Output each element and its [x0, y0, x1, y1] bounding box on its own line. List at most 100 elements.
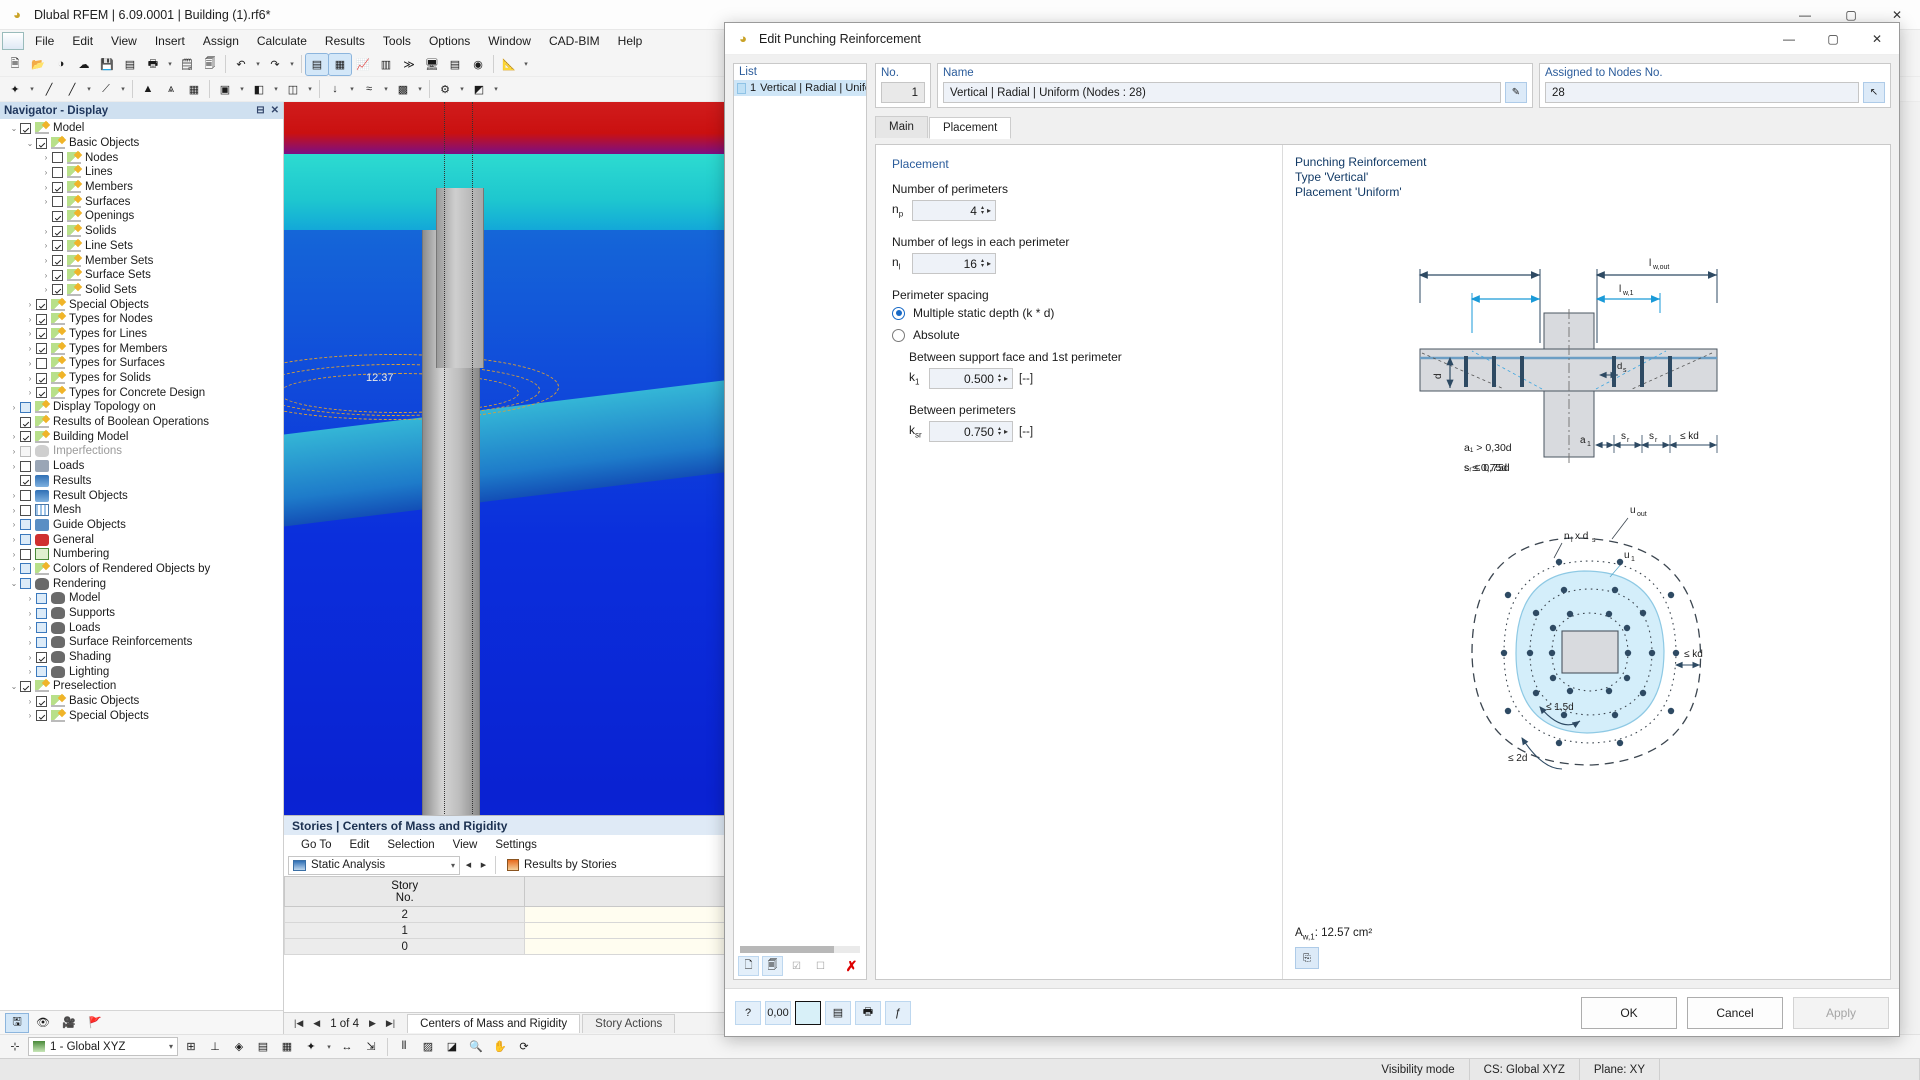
navigator-item-types-for-lines[interactable]: › Types for Lines: [0, 327, 283, 342]
apply-button[interactable]: Apply: [1793, 996, 1889, 1029]
tab-placement[interactable]: Placement: [928, 117, 1012, 139]
node-icon[interactable]: ✦: [10, 83, 20, 96]
imperfection-icon-tb[interactable]: ≈: [365, 83, 373, 95]
num-legs-next-icon[interactable]: ▸: [986, 259, 991, 268]
chevron-right-icon[interactable]: ›: [44, 182, 48, 192]
navigator-item-surface-reinforcements[interactable]: › Surface Reinforcements: [0, 635, 283, 650]
chevron-right-icon[interactable]: ›: [28, 608, 32, 618]
navigator-item-loads[interactable]: › Loads: [0, 459, 283, 474]
results-dropdown-icon[interactable]: ▾: [524, 61, 528, 68]
help-icon[interactable]: ?: [735, 1000, 761, 1025]
radio-multiple-static-depth[interactable]: Multiple static depth (k * d): [892, 306, 1266, 320]
pick-cursor-icon[interactable]: ↖: [1863, 82, 1885, 103]
line-support-icon[interactable]: ⩓: [167, 82, 175, 95]
surface-dropdown-icon[interactable]: ▾: [274, 86, 278, 93]
zoom-icon[interactable]: 🔍: [469, 1041, 483, 1053]
assigned-nodes-input[interactable]: 28: [1545, 82, 1859, 103]
save-icon[interactable]: 💾: [100, 58, 114, 71]
undo-icon[interactable]: ↶: [236, 58, 246, 71]
num-perimeters-spin-buttons[interactable]: ▴ ▾: [980, 204, 984, 216]
chevron-right-icon[interactable]: ›: [28, 329, 32, 339]
results-view-dropdown-icon[interactable]: ▾: [494, 86, 498, 93]
navigator-item-checkbox[interactable]: [20, 475, 31, 487]
num-perimeters-stepper[interactable]: 4 ▴ ▾ ▸: [912, 200, 996, 221]
navigator-item-building-model[interactable]: › Building Model: [0, 429, 283, 444]
chevron-right-icon[interactable]: ›: [28, 388, 32, 398]
radio-absolute[interactable]: Absolute: [892, 328, 1266, 342]
chevron-right-icon[interactable]: ›: [44, 153, 48, 163]
navigator-item-checkbox[interactable]: [36, 607, 47, 619]
navigator-item-checkbox[interactable]: [36, 343, 47, 355]
minimize-button[interactable]: —: [1799, 7, 1811, 22]
navigator-close-icon[interactable]: ✕: [270, 105, 279, 116]
chevron-right-icon[interactable]: ›: [44, 226, 48, 236]
navigator-item-checkbox[interactable]: [36, 622, 47, 634]
measure-icon[interactable]: ⇲: [366, 1041, 376, 1053]
menu-tools[interactable]: Tools: [382, 34, 411, 48]
calculate-dropdown-icon[interactable]: ▾: [460, 86, 464, 93]
navigator-item-checkbox[interactable]: [52, 284, 63, 296]
chevron-right-icon[interactable]: ›: [12, 520, 16, 530]
chevron-down-icon[interactable]: ⌄: [10, 123, 18, 133]
navigator-item-checkbox[interactable]: [36, 666, 47, 678]
render-shade-icon[interactable]: ◪: [446, 1041, 458, 1053]
results-view-icon[interactable]: ◩: [473, 83, 485, 96]
navigator-item-results[interactable]: Results: [0, 474, 283, 489]
mesh-dropdown-icon[interactable]: ▾: [418, 86, 422, 93]
ksr-stepper[interactable]: 0.750 ▴ ▾ ▸: [929, 421, 1013, 442]
navigator-item-checkbox[interactable]: [20, 445, 31, 457]
navigator-item-checkbox[interactable]: [36, 299, 47, 311]
guideline-icon[interactable]: ▤: [257, 1041, 269, 1053]
navigator-item-checkbox[interactable]: [20, 578, 31, 590]
new-item-icon[interactable]: 🗋: [738, 956, 759, 976]
chevron-right-icon[interactable]: ›: [28, 667, 32, 677]
navigator-item-checkbox[interactable]: [36, 372, 47, 384]
navigator-item-model[interactable]: › Model: [0, 591, 283, 606]
surface-icon[interactable]: ◧: [253, 83, 265, 96]
solid-icon[interactable]: ▣: [219, 83, 231, 96]
console-icon[interactable]: ≫: [403, 58, 415, 71]
navigator-item-colors-of-rendered-objects-by[interactable]: › Colors of Rendered Objects by: [0, 562, 283, 577]
rotate-icon[interactable]: ⟳: [519, 1041, 529, 1053]
chevron-down-icon[interactable]: ⌄: [10, 681, 18, 691]
imperfection-dropdown-icon[interactable]: ▾: [384, 86, 388, 93]
navigator-item-supports[interactable]: › Supports: [0, 606, 283, 621]
navigator-item-basic-objects[interactable]: › Basic Objects: [0, 694, 283, 709]
menu-window[interactable]: Window: [488, 34, 531, 48]
load-icon-tb[interactable]: ↓: [332, 83, 338, 95]
navigator-item-checkbox[interactable]: [20, 548, 31, 560]
support-icon[interactable]: ▲: [142, 83, 154, 95]
k1-next-icon[interactable]: ▸: [1003, 374, 1008, 383]
notes-icon[interactable]: 🗐: [204, 57, 216, 70]
chevron-right-icon[interactable]: ›: [28, 314, 32, 324]
status-coordinate-system[interactable]: CS: Global XYZ: [1470, 1059, 1580, 1080]
print-icon-footer[interactable]: 🖶: [855, 1000, 881, 1025]
menu-edit[interactable]: Edit: [72, 34, 94, 48]
navigator-item-checkbox[interactable]: [52, 181, 63, 193]
navigator-item-general[interactable]: › General: [0, 532, 283, 547]
delete-item-icon[interactable]: ✗: [845, 957, 858, 974]
menu-cad-bim[interactable]: CAD-BIM: [548, 34, 600, 48]
navigator-item-checkbox[interactable]: [20, 519, 31, 531]
menu-results[interactable]: Results: [324, 34, 365, 48]
opening-dropdown-icon[interactable]: ▾: [308, 86, 312, 93]
flag-icon[interactable]: 🚩: [88, 1017, 102, 1029]
navigator-item-checkbox[interactable]: [52, 152, 63, 164]
analysis-type-select[interactable]: Static Analysis ▾: [288, 855, 460, 875]
eye-icon[interactable]: 👁: [36, 1017, 50, 1029]
navigator-item-checkbox[interactable]: [36, 313, 47, 325]
first-page-icon[interactable]: |◀: [294, 1018, 304, 1028]
script-icon[interactable]: 🖥: [425, 58, 439, 71]
navigator-item-basic-objects[interactable]: ⌄ Basic Objects: [0, 136, 283, 151]
list-item[interactable]: 1 Vertical | Radial | Uniform (Node: [734, 80, 866, 96]
osnap-icon[interactable]: ◈: [234, 1041, 244, 1053]
save-view-icon[interactable]: 🖫: [5, 1012, 29, 1033]
menu-help[interactable]: Help: [617, 34, 643, 48]
chevron-down-icon[interactable]: ⌄: [26, 138, 34, 148]
navigator-item-types-for-members[interactable]: › Types for Members: [0, 341, 283, 356]
navigator-item-special-objects[interactable]: › Special Objects: [0, 709, 283, 724]
camera-icon[interactable]: 🎥: [62, 1017, 76, 1029]
chevron-right-icon[interactable]: ›: [28, 696, 32, 706]
navigator-item-numbering[interactable]: › Numbering: [0, 547, 283, 562]
chevron-right-icon[interactable]: ›: [28, 358, 32, 368]
